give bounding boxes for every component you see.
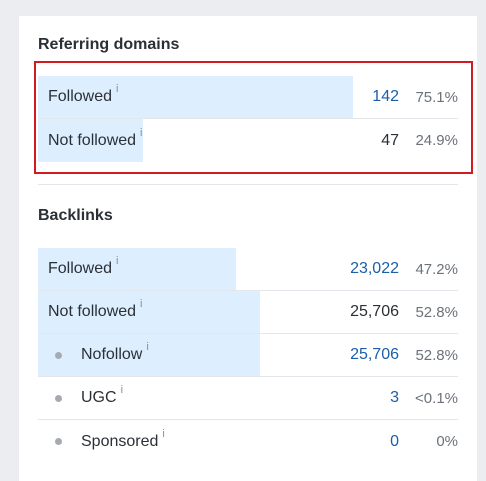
backlinks-list: Followed i 23,022 47.2% Not followed i 2… <box>38 248 458 463</box>
backlinks-widget-card: Referring domains Followed i 142 75.1% N… <box>19 16 477 481</box>
referring-domains-title: Referring domains <box>38 36 180 53</box>
bl-not-followed-bar <box>38 291 260 333</box>
bl-nofollow-pct: 52.8% <box>415 346 458 364</box>
referring-domains-list: Followed i 142 75.1% Not followed i 47 2… <box>38 76 458 162</box>
backlinks-title: Backlinks <box>38 207 113 224</box>
info-icon[interactable]: i <box>120 384 124 396</box>
bl-nofollow-label: Nofollow <box>81 346 143 363</box>
bullet-dot-icon <box>55 395 62 402</box>
rd-not-followed-pct: 24.9% <box>415 132 458 149</box>
rd-followed-bar <box>38 76 354 118</box>
bl-not-followed-pct: 52.8% <box>415 303 458 321</box>
bl-followed-label: Followed <box>48 260 113 277</box>
rd-followed-value[interactable]: 142 <box>372 88 399 105</box>
rd-not-followed-value: 47 <box>381 131 399 149</box>
bl-nofollow-value[interactable]: 25,706 <box>350 346 399 363</box>
bl-followed-value[interactable]: 23,022 <box>350 260 399 277</box>
bl-row-sponsored[interactable]: Sponsored i 0 0% <box>38 420 458 463</box>
bl-row-nofollow[interactable]: Nofollow i 25,706 52.8% <box>38 334 458 377</box>
bl-row-followed[interactable]: Followed i 23,022 47.2% <box>38 248 458 291</box>
rd-followed-label: Followed <box>48 88 113 105</box>
bullet-dot-icon <box>55 438 62 445</box>
rd-followed-pct: 75.1% <box>415 88 458 106</box>
rd-row-followed[interactable]: Followed i 142 75.1% <box>38 76 458 119</box>
bl-sponsored-value[interactable]: 0 <box>390 432 399 450</box>
info-icon[interactable]: i <box>146 341 149 353</box>
rd-row-not-followed[interactable]: Not followed i 47 24.9% <box>38 119 458 162</box>
rd-not-followed-label: Not followed <box>48 131 137 149</box>
bl-not-followed-label: Not followed <box>48 303 137 320</box>
bullet-dot-icon <box>55 352 62 359</box>
rd-not-followed-bar <box>38 119 143 162</box>
info-icon[interactable]: i <box>116 255 119 267</box>
bl-followed-pct: 47.2% <box>415 260 458 278</box>
bl-row-not-followed[interactable]: Not followed i 25,706 52.8% <box>38 291 458 334</box>
bl-ugc-pct: <0.1% <box>415 389 458 407</box>
bl-sponsored-label: Sponsored <box>81 432 159 450</box>
info-icon[interactable]: i <box>116 83 119 95</box>
info-icon[interactable]: i <box>140 298 143 310</box>
bl-ugc-value[interactable]: 3 <box>390 389 399 406</box>
info-icon[interactable]: i <box>140 126 143 139</box>
section-divider <box>38 184 458 185</box>
bl-nofollow-bar <box>38 334 260 376</box>
bl-not-followed-value: 25,706 <box>350 303 399 320</box>
bl-followed-bar <box>38 248 237 290</box>
info-icon[interactable]: i <box>162 427 165 440</box>
bl-ugc-label: UGC <box>81 389 117 406</box>
bl-sponsored-pct: 0% <box>436 433 458 450</box>
bl-row-ugc[interactable]: UGC i 3 <0.1% <box>38 377 458 420</box>
